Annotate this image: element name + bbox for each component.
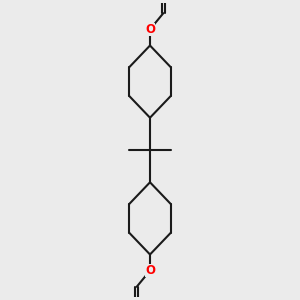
Text: O: O <box>145 264 155 277</box>
Text: O: O <box>145 23 155 36</box>
